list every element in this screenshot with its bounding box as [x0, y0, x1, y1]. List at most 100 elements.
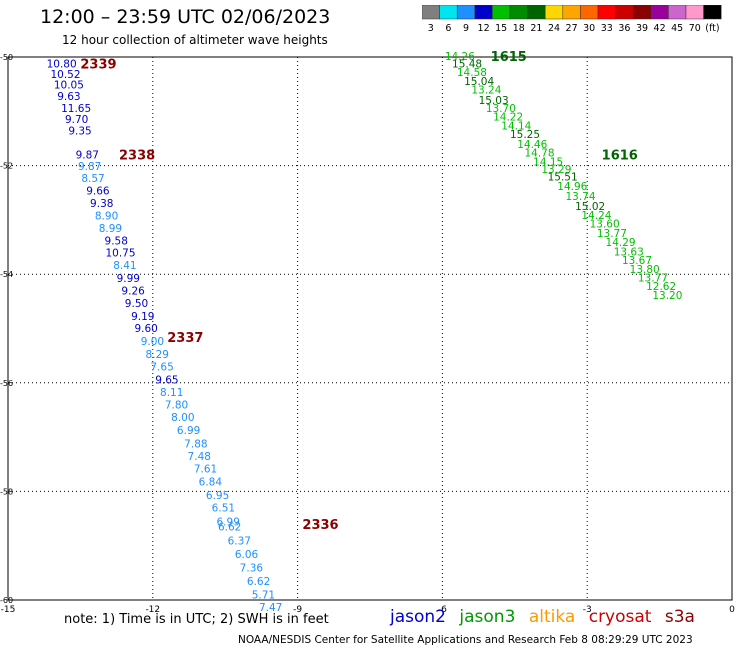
wave-height-label: 8.11: [160, 387, 183, 399]
wave-height-label: 8.00: [171, 412, 194, 424]
wave-height-label: 13.77: [638, 272, 668, 284]
color-scale-label: 36: [618, 23, 630, 34]
wave-height-label: 6.95: [206, 490, 229, 502]
wave-height-label: 6.99: [177, 425, 200, 437]
wave-height-label: 9.66: [86, 186, 110, 198]
wave-height-label: 6.99: [217, 516, 240, 528]
wave-height-label: 9.26: [121, 285, 145, 297]
time-label: 2337: [167, 331, 203, 346]
wave-height-label: 5.71: [252, 590, 275, 602]
wave-height-label: 7.61: [194, 464, 217, 476]
wave-height-label: 9.65: [155, 375, 178, 387]
wave-height-label: 9.87: [76, 150, 99, 162]
color-scale-label: 24: [548, 23, 560, 34]
y-tick-label: -60: [0, 596, 13, 605]
y-tick-label: -54: [0, 270, 13, 279]
satellite-legend-s3a: s3a: [664, 607, 695, 627]
wave-height-label: 14.26: [445, 51, 475, 63]
wave-height-label: 13.20: [652, 290, 682, 302]
color-scale-swatch: [703, 5, 722, 20]
wave-height-label: 14.14: [501, 120, 531, 132]
color-scale-label: 15: [495, 23, 507, 34]
wave-height-label: 6.84: [199, 477, 223, 489]
wave-height-label: 9.63: [57, 91, 80, 103]
x-tick-label: 0: [729, 605, 735, 615]
y-tick-label: -52: [0, 162, 13, 171]
time-label: 2339: [80, 58, 116, 73]
color-scale-label: 3: [428, 23, 434, 34]
wave-height-label: 9.38: [90, 198, 113, 210]
wave-height-label: 10.80: [47, 59, 77, 71]
color-scale-label: 42: [654, 23, 666, 34]
wave-height-label: 12.62: [646, 281, 676, 293]
y-tick-label: -56: [0, 379, 13, 388]
wave-height-label: 13.60: [590, 219, 620, 231]
satellite-legend: jason2 jason3 altika cryosat s3a: [390, 607, 703, 627]
wave-height-label: 15.03: [479, 95, 509, 107]
time-label: 1616: [602, 149, 638, 164]
wave-height-label: 6.51: [212, 503, 235, 515]
wave-height-label: 9.19: [131, 311, 154, 323]
color-scale-legend: 3 6 9 12 15 18 21 24 27 30 33 36 39 42 45 70 (ft): [422, 5, 722, 34]
wave-height-label: 13.24: [471, 85, 501, 97]
wave-height-label: 9.50: [125, 298, 148, 310]
wave-height-label: 7.80: [165, 400, 188, 412]
wave-height-label: 13.70: [486, 103, 516, 115]
satellite-legend-cryosat: cryosat: [588, 607, 652, 627]
color-scale-label: 45: [671, 23, 683, 34]
time-label: 2336: [302, 518, 338, 533]
satellite-legend-jason3: jason3: [459, 607, 516, 627]
wave-height-label: 9.99: [117, 273, 140, 285]
wave-height-label: 14.24: [581, 210, 611, 222]
wave-height-label: 9.00: [141, 336, 164, 348]
y-tick-label: -58: [0, 487, 13, 496]
wave-height-label: 8.99: [99, 223, 122, 235]
wave-height-label: 14.22: [493, 112, 523, 124]
satellite-legend-altika: altika: [528, 607, 576, 627]
note-text: note: 1) Time is in UTC; 2) SWH is in fe…: [64, 612, 329, 627]
wave-height-label: 9.60: [134, 323, 157, 335]
color-scale-label: (ft): [705, 23, 719, 34]
wave-height-label: 15.25: [510, 129, 540, 141]
wave-height-label: 15.51: [548, 171, 578, 183]
wave-height-label: 15.48: [452, 59, 482, 71]
wave-height-label: 9.35: [68, 125, 91, 137]
wave-height-label: 15.02: [575, 201, 605, 213]
wave-height-label: 7.48: [188, 451, 211, 463]
wave-height-label: 14.15: [533, 156, 563, 168]
wave-height-label: 7.36: [240, 562, 264, 574]
wave-height-label: 13.80: [630, 264, 660, 276]
x-tick-label: -15: [1, 605, 16, 615]
wave-height-label: 6.37: [228, 535, 251, 547]
wave-height-label: 14.96: [557, 181, 587, 193]
wave-height-label: 13.63: [614, 246, 644, 258]
color-scale-label: 33: [601, 23, 613, 34]
wave-height-label: 15.04: [464, 76, 494, 88]
plot-frame: [7, 56, 733, 601]
color-scale-label: 6: [445, 23, 451, 34]
wave-height-label: 11.65: [61, 103, 91, 115]
page-title: 12:00 – 23:59 UTC 02/06/2023: [40, 6, 331, 28]
wave-height-label: 9.70: [65, 114, 88, 126]
color-scale-label: 39: [636, 23, 648, 34]
color-scale-label: 70: [689, 23, 701, 34]
wave-height-label: 13.77: [597, 228, 627, 240]
wave-height-label: 9.87: [78, 161, 101, 173]
wave-height-label: 14.78: [524, 148, 554, 160]
time-label: 1615: [491, 50, 527, 65]
color-scale-label: 9: [463, 23, 469, 34]
wave-height-label: 10.05: [54, 80, 84, 92]
color-scale-label: 18: [513, 23, 525, 34]
page-subtitle: 12 hour collection of altimeter wave hei…: [62, 33, 328, 47]
wave-height-label: 8.90: [95, 211, 118, 223]
wave-height-label: 10.75: [105, 247, 135, 259]
wave-height-label: 6.62: [247, 576, 270, 588]
wave-height-label: 7.88: [184, 439, 207, 451]
x-tick-label: -12: [145, 605, 160, 615]
wave-height-label: 6.06: [235, 549, 259, 561]
wave-height-label: 8.41: [113, 260, 136, 272]
wave-height-label: 10.52: [50, 69, 80, 81]
wave-height-label: 13.29: [541, 164, 571, 176]
x-tick-label: -3: [583, 605, 592, 615]
